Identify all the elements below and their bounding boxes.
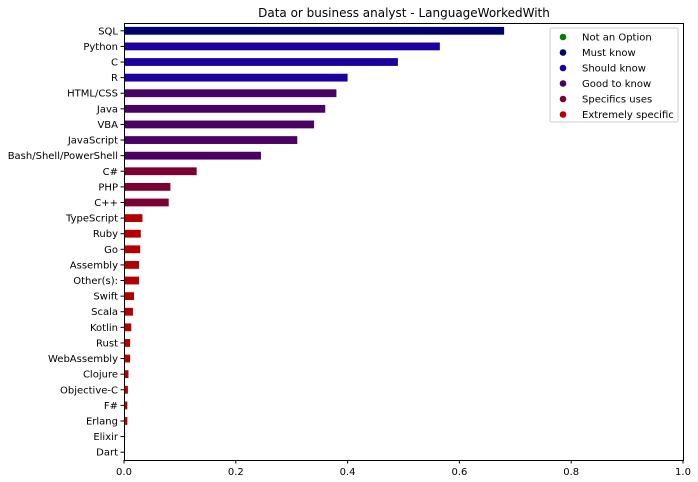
bar-10 [124, 182, 171, 191]
x-tick-label: 1.0 [675, 467, 691, 478]
bar-17 [124, 292, 135, 301]
legend-marker [559, 95, 567, 103]
bar-23 [124, 385, 128, 394]
bar-3 [124, 73, 348, 82]
bar-11 [124, 198, 169, 207]
bar-0 [124, 26, 505, 35]
bars-layer [124, 26, 505, 457]
category-label: C++ [94, 198, 118, 209]
bar-9 [124, 167, 197, 176]
category-label: HTML/CSS [67, 89, 118, 100]
bar-25 [124, 417, 128, 425]
legend-box [549, 27, 679, 123]
bar-6 [124, 120, 315, 129]
bar-14 [124, 245, 141, 254]
category-label: Assembly [70, 260, 118, 271]
category-label: SQL [98, 26, 118, 37]
legend-marker [559, 80, 567, 87]
category-label: WebAssembly [48, 354, 118, 365]
legend: Not an Option Must know Should know Good to… [549, 27, 679, 123]
legend-marker [559, 111, 567, 118]
bar-22 [124, 370, 129, 379]
bar-24 [124, 401, 128, 410]
category-label: Elixir [93, 432, 119, 443]
legend-marker [559, 49, 567, 56]
category-label: Clojure [83, 370, 118, 381]
legend-label: Extremely specific [582, 110, 674, 121]
category-label: VBA [97, 120, 118, 131]
category-label: Erlang [86, 416, 118, 427]
category-label: Objective-C [60, 385, 118, 396]
category-label: C# [103, 167, 118, 178]
category-label: Bash/Shell/PowerShell [8, 151, 118, 162]
x-tick-label: 0.0 [116, 467, 132, 478]
category-label: Swift [93, 292, 118, 303]
plot-frame [124, 23, 684, 461]
chart-title: Data or business analyst - LanguageWorke… [258, 6, 550, 20]
bar-12 [124, 214, 143, 222]
category-label: Scala [91, 307, 118, 318]
category-label: Java [96, 104, 118, 115]
category-label: Ruby [93, 229, 118, 240]
x-tick-label: 0.4 [340, 467, 356, 478]
bar-21 [124, 354, 131, 363]
category-label: Kotlin [90, 323, 118, 334]
x-tick-label: 0.2 [228, 467, 244, 478]
category-label: Dart [96, 448, 118, 459]
category-label: Rust [96, 338, 118, 349]
legend-label: Specifics uses [582, 95, 652, 106]
bar-19 [124, 323, 132, 332]
bar-2 [124, 58, 398, 66]
legend-label: Must know [582, 48, 636, 59]
x-axis-ticks: 0.0 0.2 0.4 0.6 0.8 1.0 [116, 460, 691, 478]
bar-13 [124, 229, 141, 238]
category-label: JavaScript [67, 136, 118, 147]
legend-label: Good to know [582, 79, 651, 90]
x-tick-label: 0.6 [451, 467, 467, 478]
category-label: TypeScript [65, 214, 118, 225]
bar-18 [124, 307, 133, 316]
bar-5 [124, 104, 326, 113]
legend-label: Should know [582, 64, 646, 75]
bar-15 [124, 261, 140, 269]
bar-20 [124, 339, 131, 347]
bar-7 [124, 136, 298, 144]
category-label: R [111, 73, 118, 84]
x-tick-label: 0.8 [563, 467, 579, 478]
category-label: F# [104, 401, 118, 412]
bar-1 [124, 42, 440, 51]
category-label: PHP [98, 182, 118, 193]
legend-marker [559, 64, 567, 72]
category-label: Go [104, 245, 118, 256]
category-label: C [111, 58, 118, 69]
legend-label: Not an Option [582, 33, 652, 44]
legend-marker [559, 33, 567, 41]
bar-4 [124, 89, 337, 98]
category-label: Other(s): [73, 276, 118, 287]
bar-8 [124, 151, 261, 160]
bar-16 [124, 276, 140, 285]
category-labels: SQL Python CR HTML/CSS Java VBA JavaScript Bash… [8, 26, 124, 459]
category-label: Python [83, 42, 118, 53]
